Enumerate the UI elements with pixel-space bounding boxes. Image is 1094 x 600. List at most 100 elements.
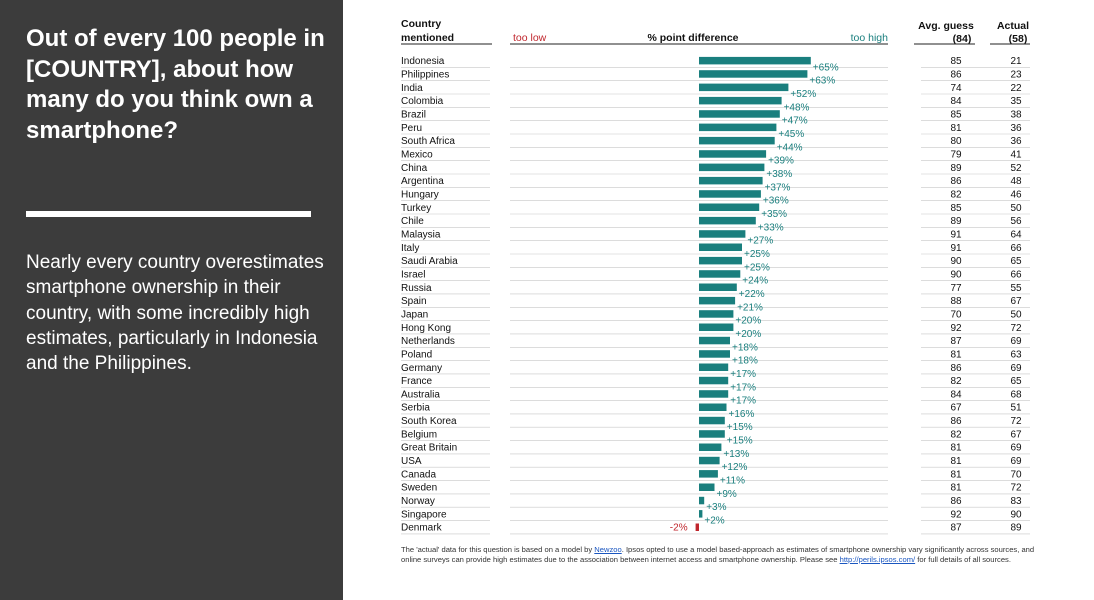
difference-bar xyxy=(699,430,725,438)
difference-label: +11% xyxy=(720,476,745,487)
difference-bar xyxy=(699,323,734,331)
country-label: Mexico xyxy=(401,150,433,161)
difference-bar xyxy=(699,510,703,518)
difference-label: +36% xyxy=(763,196,789,207)
actual-value: 66 xyxy=(1010,269,1022,280)
actual-value: 35 xyxy=(1010,96,1022,107)
country-label: Germany xyxy=(401,363,442,374)
difference-bar xyxy=(699,243,742,251)
actual-value: 72 xyxy=(1010,483,1022,494)
header-avg-2: (84) xyxy=(953,33,972,45)
actual-value: 66 xyxy=(1010,243,1022,254)
difference-bar xyxy=(699,270,741,278)
summary-text: Nearly every country overestimates smart… xyxy=(26,252,324,375)
avg-guess-value: 86 xyxy=(950,363,962,374)
difference-label: +24% xyxy=(742,276,768,287)
avg-guess-value: 82 xyxy=(950,376,962,387)
difference-bar xyxy=(699,96,782,105)
difference-label: +38% xyxy=(766,169,792,180)
avg-guess-value: 81 xyxy=(950,456,962,467)
actual-value: 63 xyxy=(1010,349,1022,360)
difference-label: +20% xyxy=(735,316,761,327)
difference-label: +48% xyxy=(784,102,810,113)
actual-value: 83 xyxy=(1010,496,1022,507)
difference-bar xyxy=(699,456,720,465)
avg-guess-value: 92 xyxy=(950,323,962,334)
avg-guess-value: 84 xyxy=(950,389,962,400)
country-label: Russia xyxy=(401,283,432,294)
country-label: Israel xyxy=(401,269,425,280)
avg-guess-value: 77 xyxy=(950,283,962,294)
difference-label: +52% xyxy=(790,89,816,100)
actual-value: 41 xyxy=(1010,150,1022,161)
avg-guess-value: 81 xyxy=(950,123,962,134)
actual-value: 55 xyxy=(1010,283,1022,294)
difference-bar xyxy=(699,416,725,425)
actual-value: 22 xyxy=(1010,83,1022,94)
actual-value: 38 xyxy=(1010,110,1022,121)
country-label: Colombia xyxy=(401,96,444,107)
difference-bar xyxy=(699,376,729,385)
avg-guess-value: 87 xyxy=(950,523,962,534)
actual-value: 46 xyxy=(1010,190,1022,201)
avg-guess-value: 92 xyxy=(950,509,962,520)
left-panel: Out of every 100 people in [COUNTRY], ab… xyxy=(0,0,343,600)
difference-bar xyxy=(699,390,729,398)
header-avg-1: Avg. guess xyxy=(918,20,974,32)
country-label: USA xyxy=(401,456,422,467)
avg-guess-value: 81 xyxy=(950,349,962,360)
avg-guess-value: 81 xyxy=(950,443,962,454)
country-label: Sweden xyxy=(401,483,437,494)
country-label: Canada xyxy=(401,469,436,480)
avg-guess-value: 89 xyxy=(950,216,962,227)
country-label: China xyxy=(401,163,428,174)
difference-bar xyxy=(699,350,730,358)
difference-bar xyxy=(699,203,760,211)
actual-value: 64 xyxy=(1010,230,1022,241)
difference-bar xyxy=(699,310,734,318)
difference-label: +16% xyxy=(729,409,755,420)
actual-value: 69 xyxy=(1010,336,1022,347)
country-label: Turkey xyxy=(401,203,431,214)
difference-label: +12% xyxy=(722,462,748,473)
avg-guess-value: 81 xyxy=(950,469,962,480)
avg-guess-value: 81 xyxy=(950,483,962,494)
actual-value: 51 xyxy=(1010,403,1022,414)
avg-guess-value: 74 xyxy=(950,83,962,94)
difference-label: +18% xyxy=(732,342,758,353)
country-label: Singapore xyxy=(401,509,447,520)
actual-value: 52 xyxy=(1010,163,1022,174)
avg-guess-value: 70 xyxy=(950,309,962,320)
perils-link[interactable]: http://perils.ipsos.com/ xyxy=(839,554,916,564)
country-label: Indonesia xyxy=(401,56,445,67)
country-label: Australia xyxy=(401,389,440,400)
header-too-high: too high xyxy=(851,32,889,44)
avg-guess-value: 89 xyxy=(950,163,962,174)
actual-value: 69 xyxy=(1010,363,1022,374)
difference-bar xyxy=(699,190,761,198)
difference-label: +37% xyxy=(765,182,791,193)
avg-guess-value: 80 xyxy=(950,136,962,147)
actual-value: 89 xyxy=(1010,523,1022,534)
difference-label: +17% xyxy=(730,382,756,393)
avg-guess-value: 86 xyxy=(950,416,962,427)
difference-label: +13% xyxy=(723,449,749,460)
avg-guess-value: 88 xyxy=(950,296,962,307)
country-label: Netherlands xyxy=(401,336,455,347)
difference-bar xyxy=(699,230,746,238)
difference-label: +25% xyxy=(744,249,770,260)
difference-label: +39% xyxy=(768,156,794,167)
avg-guess-value: 85 xyxy=(950,203,962,214)
difference-bar xyxy=(699,256,742,265)
country-label: Brazil xyxy=(401,110,426,121)
difference-bar xyxy=(699,363,729,371)
actual-value: 69 xyxy=(1010,456,1022,467)
actual-value: 65 xyxy=(1010,256,1022,267)
difference-label: +63% xyxy=(809,76,835,87)
difference-label: +44% xyxy=(777,142,803,153)
actual-value: 56 xyxy=(1010,216,1022,227)
newzoo-link[interactable]: Newzoo xyxy=(594,545,622,554)
difference-bar xyxy=(699,110,780,118)
actual-value: 90 xyxy=(1010,509,1022,520)
country-label: South Korea xyxy=(401,416,457,427)
